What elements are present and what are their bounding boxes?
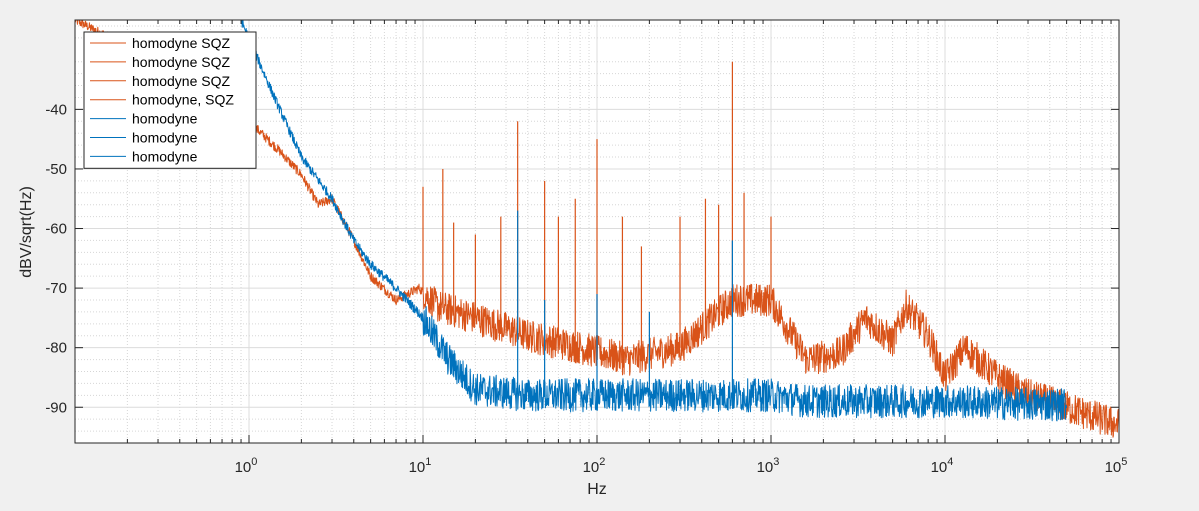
series-line [806, 289, 1119, 438]
series-line [240, 20, 807, 418]
legend-label: homodyne [132, 111, 198, 127]
series-line [806, 384, 1068, 422]
x-tick-label: 105 [1105, 456, 1128, 476]
legend-label: homodyne SQZ [132, 73, 230, 89]
legend-label: homodyne, SQZ [132, 92, 234, 108]
y-tick-label: -40 [45, 101, 67, 118]
x-tick-label: 102 [583, 456, 606, 476]
x-axis-label: Hz [587, 481, 607, 498]
series-layer [75, 20, 1119, 438]
y-tick-labels: -40 -50 -60 -70 -80 -90 [45, 101, 67, 416]
y-tick-label: -90 [45, 399, 67, 416]
legend: homodyne SQZ homodyne SQZ homodyne SQZ homo… [83, 31, 257, 169]
y-tick-label: -70 [45, 280, 67, 297]
x-tick-label: 104 [931, 456, 954, 476]
legend-label: homodyne [132, 148, 198, 164]
y-tick-label: -60 [45, 221, 67, 238]
y-tick-label: -80 [45, 340, 67, 357]
y-tick-label: -50 [45, 161, 67, 178]
x-tick-label: 103 [757, 456, 780, 476]
legend-label: homodyne [132, 130, 198, 146]
x-tick-label: 100 [235, 456, 258, 476]
legend-box [83, 31, 257, 169]
ticks [75, 20, 1120, 443]
x-tick-label: 101 [409, 456, 432, 476]
legend-label: homodyne SQZ [132, 35, 230, 51]
y-axis-label: dBV/sqrt(Hz) [18, 186, 35, 278]
legend-label: homodyne SQZ [132, 54, 230, 70]
x-tick-labels: 100 101 102 103 104 105 [235, 456, 1128, 476]
